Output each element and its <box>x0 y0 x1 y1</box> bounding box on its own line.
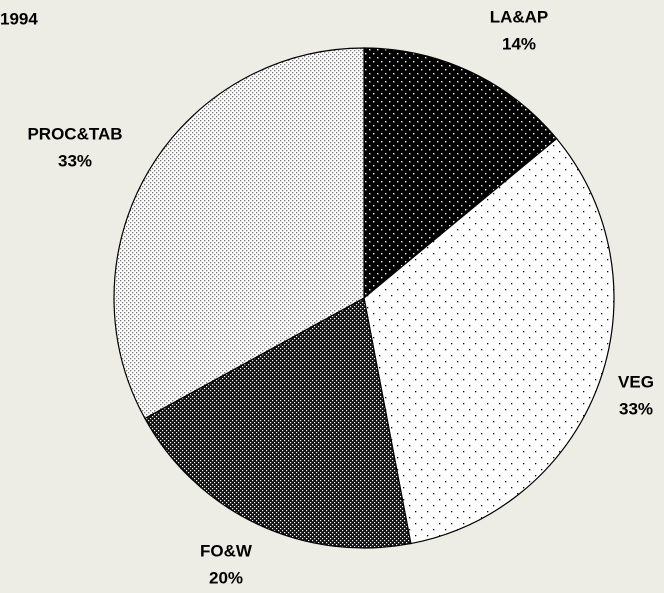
slice-value-label: 20% <box>209 568 243 587</box>
slice-label: FO&W <box>200 541 253 560</box>
slice-value-label: 14% <box>502 34 536 53</box>
chart-title: 1994 <box>0 9 38 28</box>
slice-value-label: 33% <box>58 151 92 170</box>
pie-slice <box>363 47 558 300</box>
pie-slice <box>144 297 412 549</box>
slice-label: VEG <box>618 372 654 391</box>
slice-value-label: 33% <box>619 399 653 418</box>
slice-label: PROC&TAB <box>27 124 122 143</box>
pie-slice <box>363 137 615 545</box>
pie-slice <box>113 47 365 420</box>
slice-label: LA&AP <box>490 7 549 26</box>
